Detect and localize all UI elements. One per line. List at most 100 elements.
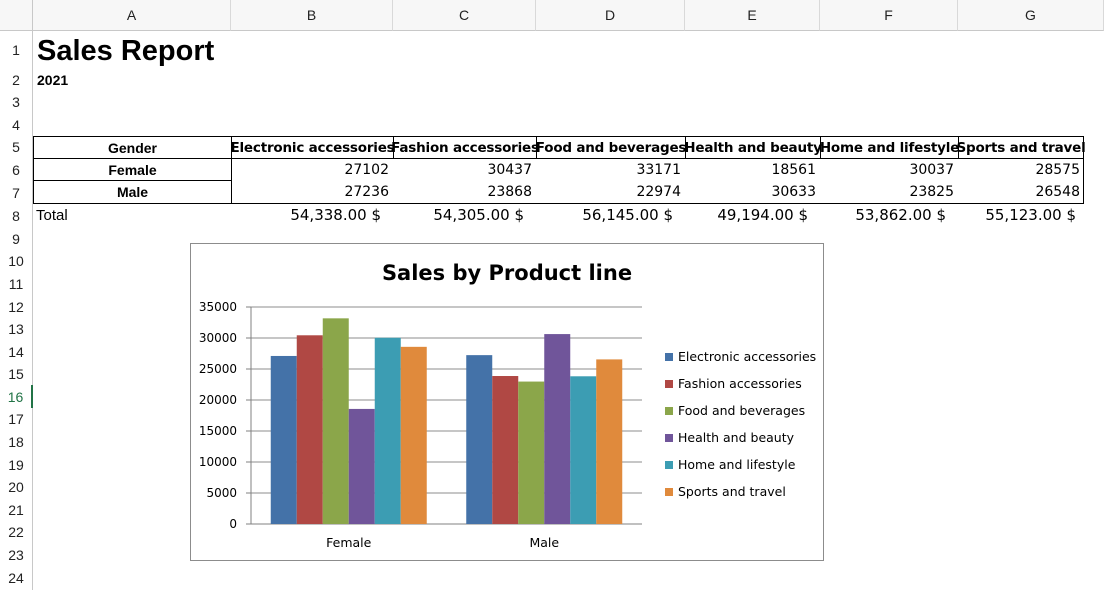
report-year[interactable]: 2021	[37, 72, 69, 88]
cell-male-electronic[interactable]: 27236	[344, 184, 389, 200]
total-fashion[interactable]: 54,305.00 $	[433, 206, 524, 224]
row-header-21[interactable]: 21	[0, 498, 33, 521]
y-tick-label: 25000	[199, 362, 237, 376]
legend-label: Sports and travel	[678, 484, 786, 499]
cell-female-food[interactable]: 33171	[636, 161, 681, 178]
row-header-23[interactable]: 23	[0, 543, 33, 566]
row-header-15[interactable]: 15	[0, 363, 33, 385]
bar-female-sports-and-travel[interactable]	[400, 346, 427, 524]
row-header-3[interactable]: 3	[0, 91, 33, 113]
cell-male-sports[interactable]: 26548	[1035, 184, 1080, 200]
row-header-12[interactable]: 12	[0, 295, 33, 318]
bar-male-home-and-lifestyle[interactable]	[570, 376, 597, 524]
row-header-7[interactable]: 7	[0, 181, 33, 204]
x-category-label: Female	[326, 535, 372, 550]
report-title[interactable]: Sales Report	[37, 34, 215, 67]
cell-female-electronic[interactable]: 27102	[344, 161, 389, 178]
row-label-male[interactable]: Male	[33, 180, 232, 204]
header-fashion-accessories[interactable]: Fashion accessories	[391, 136, 539, 159]
column-header-c[interactable]: C	[393, 0, 536, 31]
legend-item[interactable]: Fashion accessories	[665, 376, 802, 391]
legend-item[interactable]: Home and lifestyle	[665, 457, 795, 472]
chart-title[interactable]: Sales by Product line	[382, 261, 632, 285]
legend-item[interactable]: Food and beverages	[665, 403, 805, 418]
y-tick-label: 15000	[199, 424, 237, 438]
row-header-19[interactable]: 19	[0, 453, 33, 476]
column-header-a[interactable]: A	[33, 0, 231, 31]
bar-male-food-and-beverages[interactable]	[518, 381, 545, 524]
row-header-24[interactable]: 24	[0, 566, 33, 590]
legend-swatch	[665, 379, 673, 388]
bar-male-fashion-accessories[interactable]	[492, 376, 519, 524]
header-home-and-lifestyle[interactable]: Home and lifestyle	[820, 136, 959, 159]
row-header-6[interactable]: 6	[0, 158, 33, 181]
header-food-and-beverages[interactable]: Food and beverages	[536, 136, 686, 159]
bar-female-food-and-beverages[interactable]	[322, 318, 349, 524]
legend-swatch	[665, 487, 673, 496]
total-sports[interactable]: 55,123.00 $	[985, 206, 1076, 224]
y-tick-label: 35000	[199, 300, 237, 314]
bar-female-home-and-lifestyle[interactable]	[374, 337, 401, 524]
x-category-label: Male	[529, 535, 559, 550]
total-food[interactable]: 56,145.00 $	[582, 206, 673, 224]
cell-male-food[interactable]: 22974	[636, 184, 681, 200]
header-health-and-beauty[interactable]: Health and beauty	[684, 136, 822, 159]
column-header-b[interactable]: B	[231, 0, 393, 31]
row-header-9[interactable]: 9	[0, 227, 33, 250]
total-electronic[interactable]: 54,338.00 $	[290, 206, 381, 224]
legend-swatch	[665, 406, 673, 415]
y-tick-label: 20000	[199, 393, 237, 407]
y-tick-label: 5000	[206, 486, 237, 500]
column-header-g[interactable]: G	[958, 0, 1104, 31]
legend-swatch	[665, 460, 673, 469]
column-header-f[interactable]: F	[820, 0, 958, 31]
header-electronic-accessories[interactable]: Electronic accessories	[230, 136, 395, 159]
bar-male-sports-and-travel[interactable]	[596, 359, 623, 524]
row-header-10[interactable]: 10	[0, 250, 33, 272]
row-header-13[interactable]: 13	[0, 318, 33, 340]
row-header-2[interactable]: 2	[0, 68, 33, 91]
y-tick-label: 10000	[199, 455, 237, 469]
legend-item[interactable]: Health and beauty	[665, 430, 794, 445]
row-header-16[interactable]: 16	[0, 385, 33, 408]
row-header-14[interactable]: 14	[0, 340, 33, 363]
cell-female-sports[interactable]: 28575	[1035, 161, 1080, 178]
row-header-4[interactable]: 4	[0, 113, 33, 136]
select-all-corner[interactable]	[0, 0, 33, 31]
row-header-18[interactable]: 18	[0, 430, 33, 453]
cell-male-fashion[interactable]: 23868	[487, 184, 532, 200]
cell-female-health[interactable]: 18561	[771, 161, 816, 178]
column-header-d[interactable]: D	[536, 0, 685, 31]
legend-swatch	[665, 433, 673, 442]
header-sports-and-travel[interactable]: Sports and travel	[957, 136, 1086, 159]
row-header-5[interactable]: 5	[0, 136, 33, 158]
sales-chart[interactable]: Sales by Product line 0 5000 10000 15000 2000…	[190, 243, 824, 561]
bar-female-fashion-accessories[interactable]	[296, 335, 323, 524]
row-header-1[interactable]: 1	[0, 31, 33, 68]
legend-label: Fashion accessories	[678, 376, 802, 391]
legend-item[interactable]: Sports and travel	[665, 484, 786, 499]
cell-female-fashion[interactable]: 30437	[487, 161, 532, 178]
cell-male-home[interactable]: 23825	[909, 184, 954, 200]
bar-male-electronic-accessories[interactable]	[466, 355, 493, 524]
row-header-17[interactable]: 17	[0, 408, 33, 430]
legend-swatch	[665, 352, 673, 361]
legend-item[interactable]: Electronic accessories	[665, 349, 816, 364]
total-label[interactable]: Total	[36, 206, 68, 224]
bar-female-electronic-accessories[interactable]	[270, 355, 297, 524]
row-header-22[interactable]: 22	[0, 521, 33, 543]
bar-female-health-and-beauty[interactable]	[348, 408, 375, 524]
legend-label: Home and lifestyle	[678, 457, 796, 472]
row-header-20[interactable]: 20	[0, 476, 33, 498]
total-health[interactable]: 49,194.00 $	[717, 206, 808, 224]
header-gender[interactable]: Gender	[33, 136, 232, 159]
row-header-11[interactable]: 11	[0, 272, 33, 295]
row-header-8[interactable]: 8	[0, 204, 33, 227]
cell-male-health[interactable]: 30633	[771, 184, 816, 200]
column-header-e[interactable]: E	[685, 0, 820, 31]
total-home[interactable]: 53,862.00 $	[855, 206, 946, 224]
y-tick-label: 30000	[199, 331, 237, 345]
cell-female-home[interactable]: 30037	[909, 161, 954, 178]
bar-male-health-and-beauty[interactable]	[544, 334, 571, 524]
row-label-female[interactable]: Female	[33, 158, 232, 181]
